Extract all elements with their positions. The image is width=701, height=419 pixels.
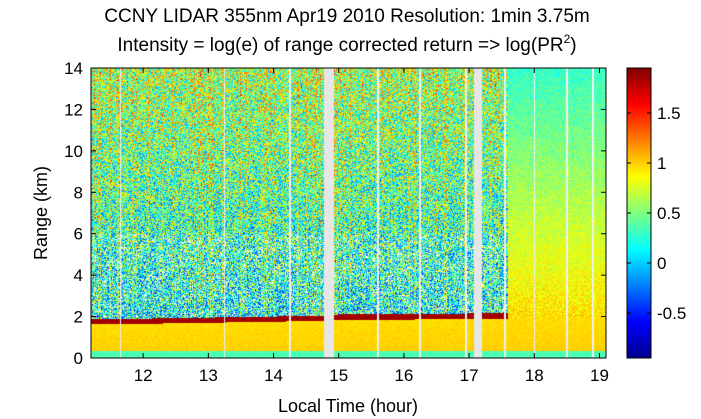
lidar-heatmap (91, 68, 606, 358)
x-tick-label: 17 (460, 366, 479, 385)
x-tick-label: 19 (590, 366, 609, 385)
x-tick-label: 14 (264, 366, 283, 385)
x-tick-label: 12 (134, 366, 153, 385)
y-tick-label: 4 (74, 266, 83, 285)
colorbar-tick-label: 1 (657, 154, 666, 173)
colorbar-tick-label: 0.5 (657, 204, 681, 223)
x-axis: 12 13 14 15 16 17 18 19 (134, 68, 609, 385)
y-axis-label: Range (km) (31, 166, 51, 260)
y-tick-label: 6 (74, 225, 83, 244)
y-tick-label: 14 (64, 59, 83, 78)
colorbar-tick-label: 0 (657, 254, 666, 273)
colorbar-tick-label: -0.5 (657, 304, 686, 323)
y-axis: 0 2 4 6 8 10 12 14 (64, 59, 606, 368)
x-tick-label: 15 (329, 366, 348, 385)
colorbar-axis: -0.5 0 0.5 1 1.5 (627, 104, 686, 323)
colorbar-tick-label: 1.5 (657, 104, 681, 123)
y-tick-label: 0 (74, 349, 83, 368)
chart-title: CCNY LIDAR 355nm Apr19 2010 Resolution: … (104, 6, 589, 27)
chart-subtitle: Intensity = log(e) of range corrected re… (117, 32, 576, 56)
x-axis-label: Local Time (hour) (278, 396, 418, 416)
y-tick-label: 8 (74, 183, 83, 202)
y-tick-label: 12 (64, 100, 83, 119)
x-tick-label: 18 (525, 366, 544, 385)
y-tick-label: 10 (64, 142, 83, 161)
plot-frame (90, 67, 607, 359)
x-tick-label: 16 (394, 366, 413, 385)
x-tick-label: 13 (199, 366, 218, 385)
y-tick-label: 2 (74, 308, 83, 327)
